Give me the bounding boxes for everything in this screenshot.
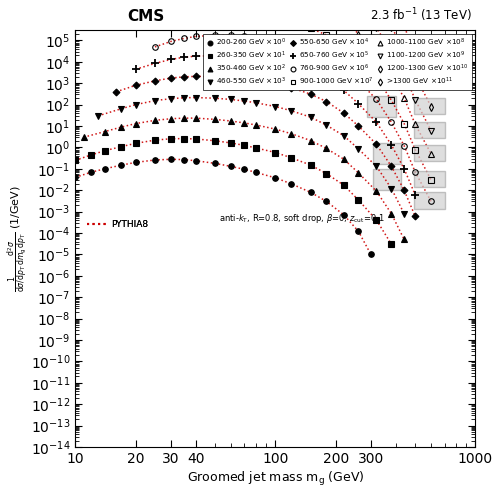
Bar: [414, 193, 446, 209]
Bar: [414, 145, 446, 161]
X-axis label: Groomed jet mass m$_\mathrm{g}$ (GeV): Groomed jet mass m$_\mathrm{g}$ (GeV): [186, 470, 364, 488]
Text: CMS: CMS: [128, 9, 164, 24]
Legend: PYTHIA8: PYTHIA8: [84, 216, 152, 232]
Bar: [414, 98, 446, 114]
Text: 2.3 fb$^{-1}$ (13 TeV): 2.3 fb$^{-1}$ (13 TeV): [370, 6, 472, 24]
Text: anti-$k_\mathrm{T}$, R=0.8, soft drop, $\beta$=0, $z_\mathrm{cut}$=0.1: anti-$k_\mathrm{T}$, R=0.8, soft drop, $…: [220, 211, 385, 225]
Bar: [414, 171, 446, 188]
FancyBboxPatch shape: [368, 96, 396, 117]
Bar: [414, 122, 446, 138]
Y-axis label: $\frac{1}{\mathrm{d}\sigma/\mathrm{d}p_T}\frac{\mathrm{d}^2\sigma}{\mathrm{d}m_\: $\frac{1}{\mathrm{d}\sigma/\mathrm{d}p_T…: [7, 185, 30, 292]
FancyBboxPatch shape: [372, 169, 401, 190]
FancyBboxPatch shape: [372, 143, 401, 164]
